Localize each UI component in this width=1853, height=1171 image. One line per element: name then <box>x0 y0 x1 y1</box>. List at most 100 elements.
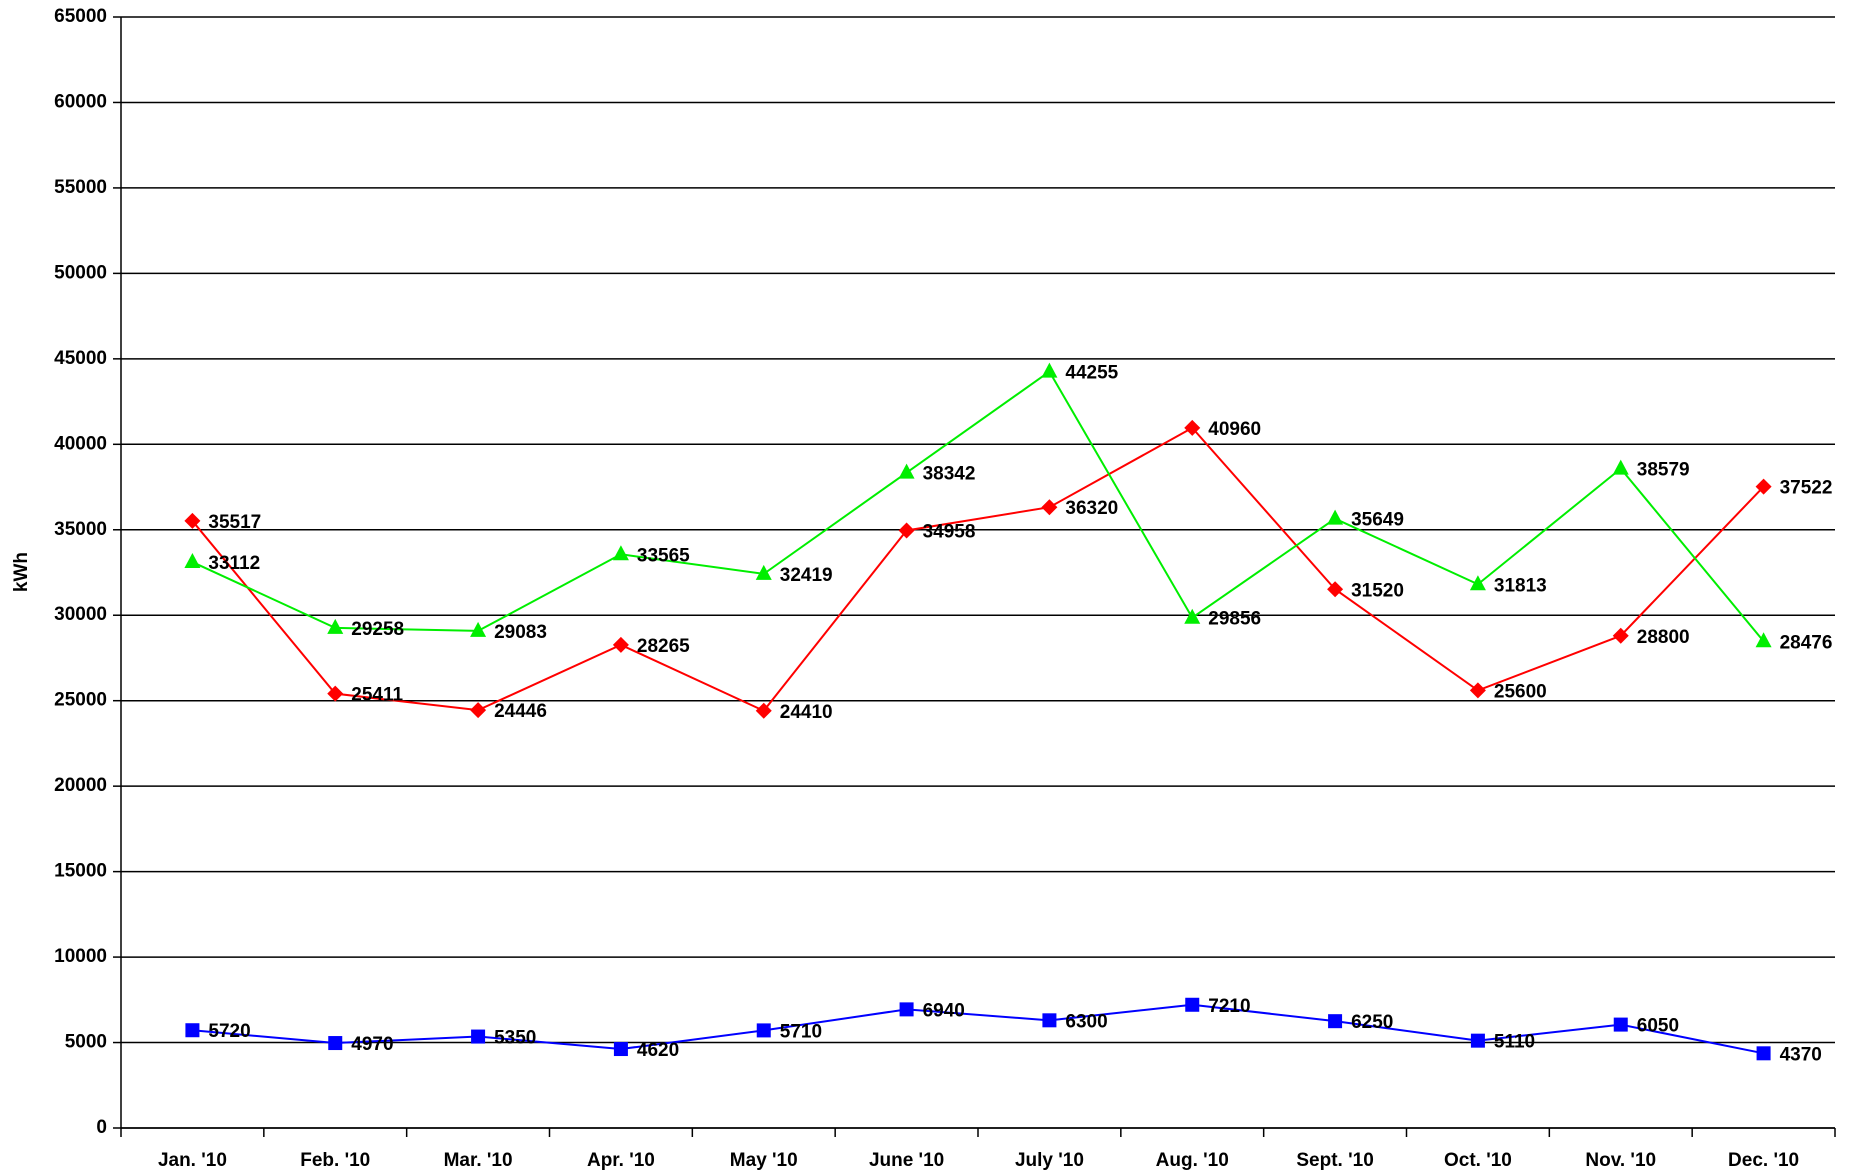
marker <box>1469 682 1486 699</box>
marker <box>470 702 487 719</box>
y-tick-label: 15000 <box>54 861 107 882</box>
data-label: 25600 <box>1494 681 1547 702</box>
data-label: 38342 <box>923 464 976 485</box>
marker <box>1612 627 1629 644</box>
data-label: 5720 <box>208 1021 250 1042</box>
data-label: 28476 <box>1780 632 1833 653</box>
data-label: 6050 <box>1637 1016 1679 1037</box>
marker <box>1327 509 1344 525</box>
marker <box>612 636 629 653</box>
data-label: 28265 <box>637 636 690 657</box>
marker <box>184 553 201 569</box>
y-axis-label: kWh <box>11 552 32 592</box>
x-tick-label: Apr. '10 <box>587 1150 655 1171</box>
data-label: 6250 <box>1351 1012 1393 1033</box>
x-tick-label: Oct. '10 <box>1444 1150 1512 1171</box>
series-line <box>192 1003 1764 1055</box>
marker <box>328 1036 343 1051</box>
marker <box>1184 608 1201 624</box>
y-tick-label: 35000 <box>54 519 107 540</box>
marker <box>1328 1014 1343 1029</box>
data-label: 31520 <box>1351 580 1404 601</box>
marker <box>1327 581 1344 598</box>
marker <box>1612 459 1629 475</box>
x-tick-label: July '10 <box>1015 1150 1084 1171</box>
data-label: 29258 <box>351 619 404 640</box>
marker <box>1613 1017 1628 1032</box>
data-label: 7210 <box>1208 996 1250 1017</box>
x-tick-label: May '10 <box>730 1150 798 1171</box>
marker <box>185 1023 200 1038</box>
marker <box>471 1029 486 1044</box>
data-label: 28800 <box>1637 627 1690 648</box>
marker <box>612 545 629 561</box>
y-tick-label: 45000 <box>54 348 107 369</box>
marker <box>1756 1046 1771 1061</box>
marker <box>1469 575 1486 591</box>
x-tick-label: Aug. '10 <box>1156 1150 1229 1171</box>
marker <box>327 618 344 634</box>
series-line <box>191 370 1765 642</box>
marker <box>470 621 487 637</box>
data-label: 32419 <box>780 565 833 586</box>
data-label: 5710 <box>780 1021 822 1042</box>
marker <box>1470 1033 1485 1048</box>
data-label: 35517 <box>208 512 261 533</box>
x-tick-label: Mar. '10 <box>444 1150 513 1171</box>
marker <box>1041 499 1058 516</box>
data-label: 6940 <box>923 1000 965 1021</box>
y-tick-label: 30000 <box>54 604 107 625</box>
data-label: 44255 <box>1065 363 1118 384</box>
marker <box>755 702 772 719</box>
data-label: 35649 <box>1351 510 1404 531</box>
y-tick-label: 50000 <box>54 262 107 283</box>
marker <box>1184 419 1201 436</box>
data-label: 40960 <box>1208 419 1261 440</box>
data-label: 36320 <box>1065 498 1118 519</box>
data-label: 6300 <box>1065 1011 1107 1032</box>
series-line <box>191 426 1765 713</box>
data-label: 5350 <box>494 1028 536 1049</box>
data-label: 4970 <box>351 1034 393 1055</box>
marker <box>1042 1013 1057 1028</box>
x-tick-label: June '10 <box>869 1150 944 1171</box>
marker <box>327 685 344 702</box>
y-tick-label: 40000 <box>54 433 107 454</box>
data-label: 5110 <box>1494 1032 1535 1053</box>
data-label: 34958 <box>923 522 976 543</box>
y-tick-label: 0 <box>96 1117 107 1138</box>
x-tick-label: Dec. '10 <box>1728 1150 1799 1171</box>
marker <box>899 1002 914 1017</box>
data-label: 4370 <box>1780 1044 1822 1065</box>
data-label: 29083 <box>494 622 547 643</box>
data-label: 24446 <box>494 701 547 722</box>
data-label: 4620 <box>637 1040 679 1061</box>
marker <box>1755 478 1772 495</box>
marker <box>898 522 915 539</box>
y-tick-label: 55000 <box>54 177 107 198</box>
data-label: 37522 <box>1780 478 1833 499</box>
marker <box>755 564 772 580</box>
marker <box>1041 362 1058 378</box>
x-tick-label: Sept. '10 <box>1296 1150 1373 1171</box>
data-label: 33565 <box>637 545 690 566</box>
y-tick-label: 60000 <box>54 91 107 112</box>
data-label: 31813 <box>1494 575 1547 596</box>
x-tick-label: Nov. '10 <box>1585 1150 1656 1171</box>
y-tick-label: 25000 <box>54 690 107 711</box>
marker <box>1185 997 1200 1012</box>
marker <box>1755 632 1772 648</box>
data-label: 33112 <box>208 553 260 574</box>
y-tick-label: 65000 <box>54 6 107 27</box>
data-label: 29856 <box>1208 609 1261 630</box>
data-label: 38579 <box>1637 460 1690 481</box>
marker <box>184 512 201 529</box>
data-label: 24410 <box>780 702 833 723</box>
data-label: 25411 <box>351 685 403 706</box>
marker <box>613 1042 628 1057</box>
y-tick-label: 20000 <box>54 775 107 796</box>
x-tick-label: Feb. '10 <box>300 1150 370 1171</box>
marker <box>898 463 915 479</box>
marker <box>756 1023 771 1038</box>
